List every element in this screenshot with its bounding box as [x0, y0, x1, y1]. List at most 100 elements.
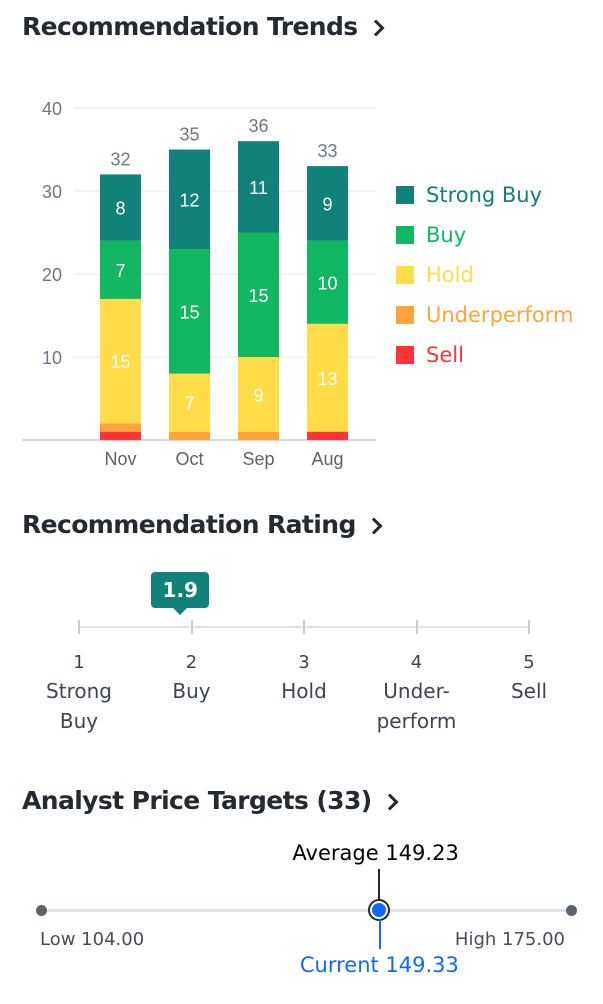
average-price-pointer: [377, 869, 380, 906]
rating-scale-text: Under-: [383, 679, 450, 703]
bar-data-label: 9: [253, 385, 263, 405]
rating-scale-label: 3 Hold: [244, 650, 364, 706]
legend-item-hold: Hold: [396, 255, 573, 295]
x-tick-label: Aug: [311, 449, 343, 469]
bar-data-label: 8: [115, 199, 125, 219]
bar-segment-underperform: [100, 423, 141, 432]
rating-tick: [78, 620, 80, 634]
bar-segment-buy: [100, 240, 141, 299]
rating-scale-text: Buy: [172, 679, 211, 703]
legend-label: Underperform: [426, 303, 574, 327]
rating-tick: [303, 620, 305, 634]
rating-value-badge: 1.9: [151, 572, 210, 615]
current-price-marker: [370, 901, 389, 919]
chevron-right-icon: [367, 19, 385, 36]
bar-segment-strong-buy: [169, 149, 210, 250]
rating-scale-number: 5: [523, 652, 535, 673]
x-tick-label: Sep: [242, 449, 274, 469]
bar-segment-sell: [307, 431, 348, 440]
rating-tick: [415, 620, 418, 634]
rating-scale-label: 1 Strong Buy: [19, 650, 139, 736]
x-tick-label: Oct: [175, 449, 203, 469]
chart-legend: Strong Buy Buy Hold Underperform Sell: [396, 175, 573, 375]
low-price-label: Low 104.00: [40, 929, 145, 950]
legend-label: Sell: [426, 343, 464, 367]
bar-segment-hold: [169, 373, 210, 432]
rating-scale-label: 2 Buy: [132, 650, 252, 706]
recommendation-rating-title[interactable]: Recommendation Rating: [22, 510, 383, 539]
rating-scale-text: Sell: [510, 679, 548, 703]
rating-tick: [190, 620, 193, 634]
y-tick-label: 40: [42, 99, 62, 119]
bar-segment-underperform: [169, 431, 210, 440]
bar-segment-buy: [307, 240, 348, 324]
low-marker: [35, 905, 47, 916]
legend-item-sell: Sell: [396, 335, 573, 375]
bar-segment-strong-buy: [238, 141, 279, 233]
bar-data-label: 11: [249, 178, 268, 198]
legend-swatch: [396, 186, 414, 204]
bar-segment-underperform: [238, 431, 279, 440]
rating-scale-number: 1: [73, 652, 85, 673]
high-price-label: High 175.00: [454, 929, 565, 950]
recommendation-trends-chart: 10 20 30 40 15 7 8 32 Nov 7 15 12 35 Oct 9 15 11 36 Sep 13 1…: [22, 99, 376, 469]
bar-total-label: 32: [110, 149, 130, 169]
chevron-right-icon: [365, 517, 383, 534]
bar-data-label: 15: [248, 286, 268, 306]
legend-swatch: [396, 306, 414, 324]
recommendation-rating-title-text: Recommendation Rating: [22, 510, 356, 539]
legend-item-buy: Buy: [396, 215, 573, 255]
price-range-line: [40, 909, 571, 912]
x-tick-label: Nov: [104, 449, 136, 469]
rating-scale-number: 4: [410, 652, 423, 673]
bar-data-label: 7: [184, 394, 194, 414]
bar-segment-sell: [100, 431, 141, 440]
legend-swatch: [396, 226, 414, 244]
rating-scale-label: 4 Under-perform: [357, 650, 477, 736]
legend-label: Hold: [426, 263, 474, 287]
recommendation-trends-title[interactable]: Recommendation Trends: [22, 12, 385, 41]
analyst-price-targets-title-text: Analyst Price Targets (33): [22, 786, 372, 815]
y-tick-label: 10: [42, 348, 62, 368]
rating-scale-number: 2: [185, 652, 198, 673]
bar-data-label: 9: [322, 194, 332, 214]
bar-data-label: 13: [317, 369, 337, 389]
bar-total-label: 35: [179, 125, 199, 145]
rating-scale-text: Strong: [46, 679, 112, 703]
chevron-right-icon: [381, 793, 399, 810]
average-price-label: Average 149.23: [292, 841, 459, 865]
analyst-price-targets-title[interactable]: Analyst Price Targets (33): [22, 786, 399, 815]
bar-segment-buy: [169, 249, 210, 374]
bar-data-label: 15: [179, 302, 199, 322]
bar-segment-buy: [238, 232, 279, 357]
bar-segment-hold: [100, 298, 141, 424]
rating-scale-text: perform: [376, 709, 457, 733]
rating-scale-number: 3: [298, 652, 310, 673]
recommendation-trends-title-text: Recommendation Trends: [22, 12, 358, 41]
legend-item-strong-buy: Strong Buy: [396, 175, 573, 215]
y-tick-label: 30: [42, 182, 62, 202]
bar-segment-hold: [307, 323, 348, 432]
bar-segment-strong-buy: [100, 174, 141, 241]
current-price-label: Current 149.33: [299, 953, 459, 977]
rating-scale-text: Buy: [59, 709, 99, 733]
recommendation-rating-scale: 1.9 1 Strong Buy 2 Buy 3 Hold 4 Under-perform 5 Se…: [0, 560, 603, 750]
bar-data-label: 12: [179, 190, 199, 210]
legend-swatch: [396, 266, 414, 284]
rating-scale-label: 5 Sell: [469, 650, 589, 706]
bar-data-label: 10: [317, 273, 337, 293]
legend-item-underperform: Underperform: [396, 295, 573, 335]
current-price-pointer: [379, 919, 382, 949]
high-marker: [565, 905, 577, 916]
legend-swatch: [396, 346, 414, 364]
y-tick-label: 20: [42, 265, 62, 285]
rating-scale-text: Hold: [281, 679, 327, 703]
bar-data-label: 7: [115, 261, 125, 281]
price-targets-range: Average 149.23 Current 149.33 Low 104.00…: [0, 835, 603, 995]
legend-label: Buy: [426, 223, 467, 247]
bar-total-label: 36: [248, 116, 268, 136]
bar-segment-hold: [238, 357, 279, 432]
bar-segment-strong-buy: [307, 166, 348, 241]
bar-data-label: 15: [110, 352, 130, 372]
legend-label: Strong Buy: [426, 183, 543, 207]
